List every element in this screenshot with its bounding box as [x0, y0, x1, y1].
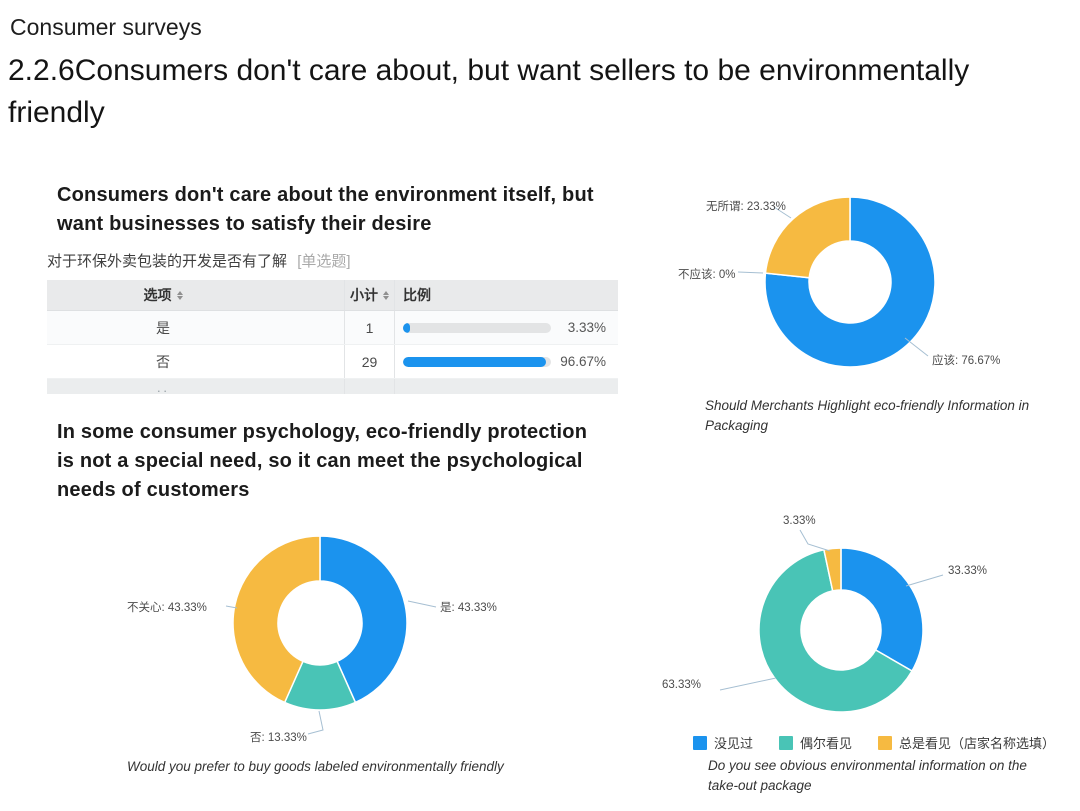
pie-slice-label: 33.33%: [948, 565, 988, 577]
pie-slice-label: 63.33%: [662, 679, 702, 691]
label-leader-line: [307, 710, 324, 735]
table-row-truncated: ··: [47, 379, 618, 394]
legend-item: 总是看见（店家名称选填）: [878, 733, 1055, 752]
truncated-hint: ··: [156, 383, 170, 394]
column-header-option: 选项: [47, 280, 345, 310]
donut-chart-should-highlight: 无所谓: 23.33% 不应该: 0% 应该: 76.67% Should Me…: [650, 170, 1080, 460]
slide-kicker: Consumer surveys: [10, 14, 202, 40]
table-row: 否 29 96.67%: [47, 345, 618, 379]
pie-slice: [840, 547, 924, 672]
ratio-percent: 96.67%: [560, 354, 606, 369]
chart-legend: 没见过 偶尔看见 总是看见（店家名称选填）: [693, 733, 1055, 752]
ratio-bar-fill: [403, 356, 547, 367]
sort-icon[interactable]: [176, 290, 183, 300]
pie-slice-label: 应该: 76.67%: [932, 355, 1001, 367]
pie-slice-label: 3.33%: [783, 515, 816, 527]
label-leader-line: [905, 574, 944, 587]
pie-slice: [764, 196, 851, 279]
column-header-label: 比例: [403, 287, 431, 303]
left-bottom-heading: In some consumer psychology, eco-friendl…: [57, 421, 588, 501]
label-leader-line: [904, 337, 929, 357]
ratio-cell: 96.67%: [395, 345, 618, 378]
sort-icon[interactable]: [383, 290, 389, 300]
pie-slice-label: 否: 13.33%: [250, 732, 307, 744]
legend-item: 偶尔看见: [779, 733, 852, 752]
label-leader-line: [407, 600, 437, 608]
label-leader-line: [737, 271, 764, 274]
chart-caption: Would you prefer to buy goods labeled en…: [127, 759, 504, 774]
ratio-percent: 3.33%: [567, 320, 606, 335]
ratio-bar-track: [403, 356, 551, 367]
chart-caption: Should Merchants Highlight eco-friendly …: [705, 398, 1030, 433]
pie-slice: [764, 196, 936, 368]
label-leader-line: [225, 605, 238, 609]
ratio-cell: 3.33%: [395, 311, 618, 344]
table-header-row: 选项 小计 比例: [47, 280, 618, 311]
page-title: 2.2.6Consumers don't care about, but wan…: [8, 54, 970, 129]
survey-table: 选项 小计 比例 是 1 3.33% 否 29: [47, 280, 618, 394]
column-header-count: 小计: [345, 280, 395, 310]
donut-chart-svg: [225, 535, 437, 735]
left-top-heading: Consumers don't care about the environme…: [57, 184, 594, 235]
legend-swatch-teal: [779, 735, 794, 750]
pie-slice-label: 不关心: 43.33%: [127, 602, 207, 614]
option-cell: 否: [47, 345, 345, 378]
label-leader-line: [799, 529, 831, 552]
legend-label: 偶尔看见: [800, 736, 853, 751]
pie-slice-label: 不应该: 0%: [678, 269, 736, 281]
count-cell: 29: [345, 345, 395, 378]
legend-label: 没见过: [714, 736, 754, 751]
ratio-bar-fill: [403, 322, 410, 333]
legend-label: 总是看见（店家名称选填）: [899, 736, 1056, 751]
table-row: 是 1 3.33%: [47, 311, 618, 345]
truncated-cell: [345, 379, 395, 394]
survey-question-text: 对于环保外卖包装的开发是否有了解: [47, 253, 288, 270]
survey-question: 对于环保外卖包装的开发是否有了解 [单选题]: [47, 250, 351, 271]
legend-swatch-blue: [693, 735, 707, 750]
pie-slice-label: 是: 43.33%: [440, 602, 497, 614]
pie-slice: [319, 535, 408, 704]
count-cell: 1: [345, 311, 395, 344]
pie-slice: [232, 535, 321, 704]
donut-chart-svg: [719, 529, 944, 713]
truncated-cell: ··: [47, 379, 345, 394]
legend-swatch-yellow: [878, 735, 893, 750]
truncated-cell: [395, 379, 618, 394]
donut-chart-svg: [737, 196, 936, 368]
ratio-bar-track: [403, 322, 551, 333]
survey-question-tag: [单选题]: [297, 253, 351, 270]
option-cell: 是: [47, 311, 345, 344]
chart-caption: Do you see obvious environmental informa…: [708, 758, 1027, 793]
column-header-label: 小计: [350, 287, 378, 303]
label-leader-line: [773, 206, 792, 219]
donut-chart-prefer-eco-goods: 不关心: 43.33% 是: 43.33% 否: 13.33% Would yo…: [100, 528, 580, 793]
pie-slice-label: 无所谓: 23.33%: [706, 201, 786, 213]
column-header-label: 选项: [143, 287, 172, 303]
donut-chart-see-eco-info: 3.33% 33.33% 63.33% 没见过 偶尔看见 总是看见（店家名称选填…: [640, 500, 1080, 805]
column-header-ratio: 比例: [395, 280, 618, 310]
label-leader-line: [719, 677, 777, 691]
legend-item: 没见过: [693, 733, 753, 752]
pie-slice: [823, 547, 842, 592]
pie-slice: [758, 549, 913, 713]
